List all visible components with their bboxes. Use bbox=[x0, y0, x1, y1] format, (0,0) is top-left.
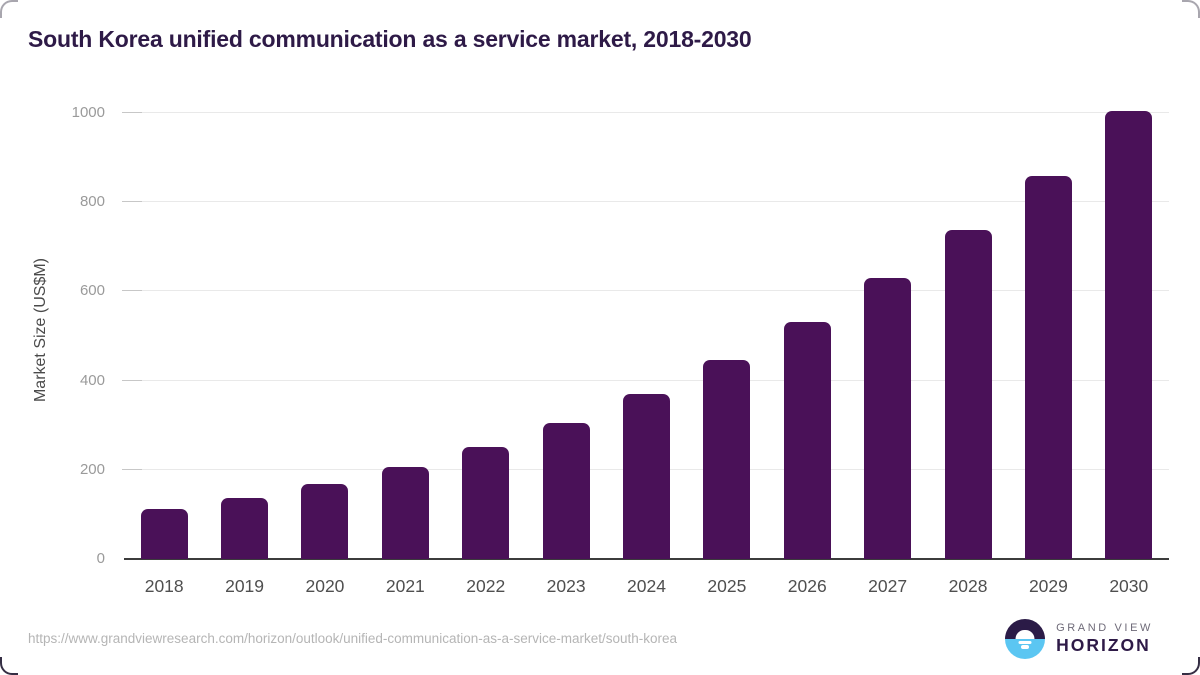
gridline-800 bbox=[124, 201, 1169, 203]
bar-2029 bbox=[1024, 175, 1072, 559]
y-tick-mark-400 bbox=[122, 379, 142, 381]
y-tick-label-800: 800 bbox=[79, 193, 105, 211]
bar-2020 bbox=[301, 483, 349, 559]
x-tick-label-2025: 2025 bbox=[707, 576, 747, 596]
brand-name-bottom: HORIZON bbox=[1056, 635, 1151, 656]
card-corner-bottom-right bbox=[1182, 657, 1200, 675]
card-corner-top-left bbox=[0, 0, 18, 18]
x-tick-label-2027: 2027 bbox=[868, 576, 908, 596]
y-tick-label-1000: 1000 bbox=[71, 104, 105, 121]
x-tick-label-2021: 2021 bbox=[385, 576, 425, 596]
bar-2023 bbox=[542, 422, 590, 559]
x-tick-label-2029: 2029 bbox=[1028, 576, 1068, 596]
x-tick-label-2020: 2020 bbox=[305, 576, 345, 596]
source-url: https://www.grandviewresearch.com/horizo… bbox=[28, 631, 678, 646]
chart-title: South Korea unified communication as a s… bbox=[28, 26, 752, 52]
bar-chart-plot-area: 0 200 400 600 800 1000 2018 2019 2020 2021 2022 202… bbox=[72, 94, 1169, 596]
gridline-600 bbox=[124, 290, 1169, 292]
brand-name-top: GRAND VIEW bbox=[1056, 622, 1153, 635]
gridline-400 bbox=[124, 379, 1169, 381]
y-tick-label-400: 400 bbox=[79, 371, 105, 389]
x-tick-label-2024: 2024 bbox=[627, 576, 666, 596]
x-tick-label-2028: 2028 bbox=[948, 576, 988, 596]
bar-2022 bbox=[462, 447, 510, 559]
card-corner-bottom-left bbox=[0, 657, 18, 675]
logo-reflection-bar-2 bbox=[1021, 645, 1030, 649]
x-tick-label-2030: 2030 bbox=[1109, 576, 1149, 596]
x-tick-label-2023: 2023 bbox=[546, 576, 586, 596]
x-axis-line bbox=[124, 558, 1169, 560]
y-tick-mark-200 bbox=[122, 468, 142, 470]
card-corner-top-right bbox=[1182, 0, 1200, 18]
y-tick-mark-800 bbox=[122, 201, 142, 203]
logo-sun-dome bbox=[1015, 630, 1035, 639]
grand-view-horizon-sunrise-icon bbox=[1005, 619, 1046, 659]
brand-logo: GRAND VIEW HORIZON bbox=[1005, 619, 1153, 659]
y-tick-label-0: 0 bbox=[96, 550, 105, 567]
bar-2030 bbox=[1105, 111, 1153, 559]
bar-2024 bbox=[623, 393, 670, 559]
bar-2028 bbox=[944, 229, 992, 559]
logo-reflection-bar-1 bbox=[1018, 640, 1032, 645]
y-tick-label-600: 600 bbox=[79, 282, 105, 300]
bar-2019 bbox=[221, 497, 269, 559]
bar-2021 bbox=[381, 466, 429, 559]
x-tick-label-2022: 2022 bbox=[466, 576, 506, 596]
brand-logo-text: GRAND VIEW HORIZON bbox=[1056, 623, 1153, 655]
x-tick-label-2026: 2026 bbox=[787, 576, 827, 596]
bar-2025 bbox=[703, 360, 751, 559]
x-tick-label-2018: 2018 bbox=[144, 576, 184, 596]
bar-2018 bbox=[140, 509, 188, 559]
y-tick-label-200: 200 bbox=[79, 460, 105, 478]
bar-2026 bbox=[783, 321, 831, 559]
x-tick-label-2019: 2019 bbox=[225, 576, 265, 596]
y-tick-mark-600 bbox=[122, 290, 142, 292]
bar-2027 bbox=[864, 278, 912, 559]
gridline-1000 bbox=[124, 112, 1169, 113]
y-tick-mark-1000 bbox=[122, 112, 142, 113]
